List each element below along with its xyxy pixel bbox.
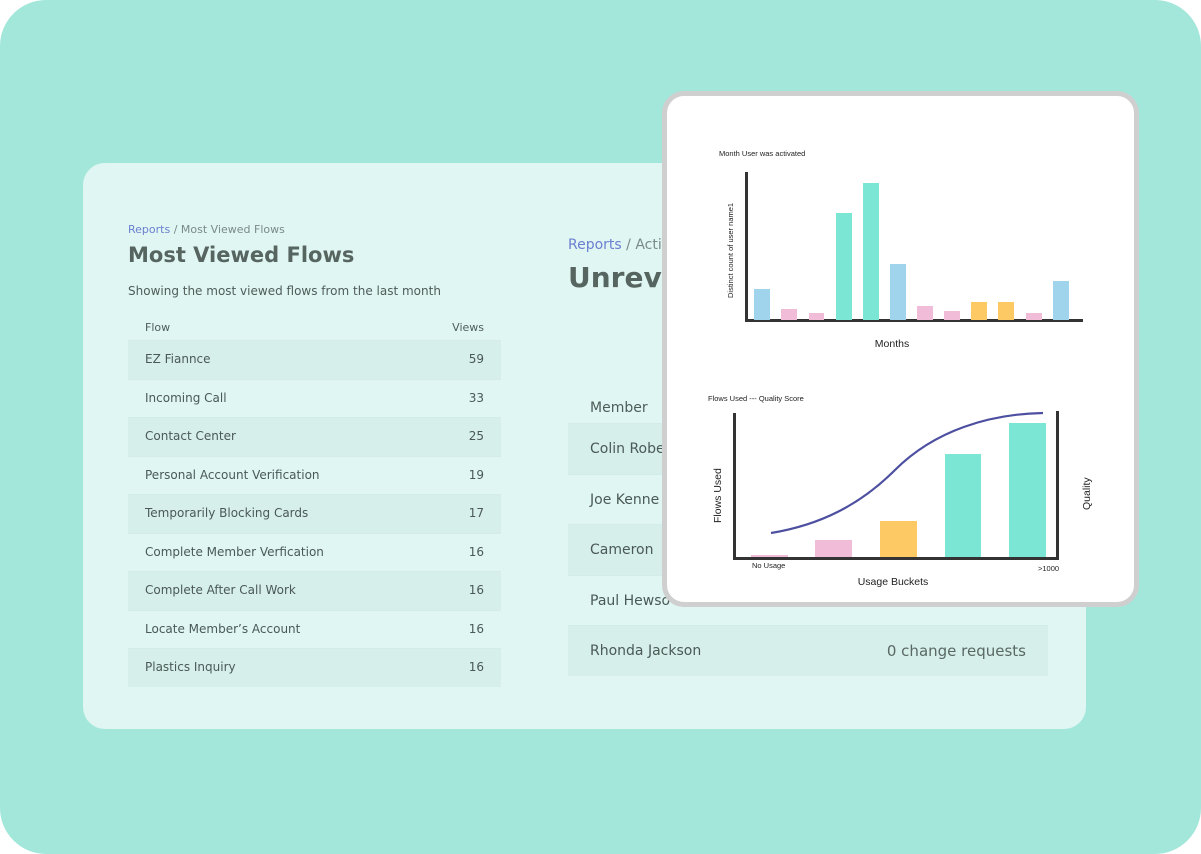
- column-header-member[interactable]: Member: [590, 400, 648, 416]
- flow-views: 19: [468, 468, 484, 482]
- breadcrumb-right: Reports / Activ: [568, 237, 670, 253]
- flow-name: Locate Member’s Account: [145, 622, 301, 636]
- flow-name: Personal Account Verification: [145, 468, 320, 482]
- breadcrumb-current: Most Viewed Flows: [180, 223, 285, 236]
- member-name: Rhonda Jackson: [590, 643, 702, 659]
- bar: [1053, 281, 1069, 320]
- bar: [880, 521, 917, 557]
- table-row[interactable]: Personal Account Verification 19: [128, 456, 501, 494]
- bar: [751, 555, 788, 557]
- flow-name: Temporarily Blocking Cards: [145, 506, 309, 520]
- flow-name: Incoming Call: [145, 391, 227, 405]
- chart2-ylabel-right: Quality: [1081, 477, 1093, 510]
- chart2-y-axis-right: [1056, 411, 1059, 560]
- bar: [945, 454, 981, 557]
- flow-views: 16: [468, 583, 484, 597]
- chart1-xlabel: Months: [875, 338, 909, 350]
- flow-views: 59: [468, 352, 484, 366]
- table-row[interactable]: Complete Member Verfication 16: [128, 533, 501, 571]
- breadcrumb-separator: /: [621, 237, 636, 253]
- chart1-ylabel: Distinct count of user name1: [726, 203, 735, 298]
- column-header-views[interactable]: Views: [452, 321, 484, 334]
- chart1-y-axis: [745, 172, 748, 322]
- flow-name: Plastics Inquiry: [145, 660, 236, 674]
- chart-month-activated: Month User was activated Distinct count …: [719, 149, 1083, 350]
- flow-views: 16: [468, 660, 484, 674]
- breadcrumb-reports-link[interactable]: Reports: [568, 237, 622, 253]
- chart1-bars: [754, 183, 1069, 320]
- chart2-title: Flows Used --- Quality Score: [708, 394, 804, 403]
- flow-name: Contact Center: [145, 429, 236, 443]
- charts-svg: Month User was activated Distinct count …: [708, 149, 1093, 588]
- breadcrumb-current: Activ: [635, 237, 671, 253]
- member-name: Joe Kenne: [590, 492, 660, 508]
- flow-name: EZ Fiannce: [145, 352, 211, 366]
- page-subtitle: Showing the most viewed flows from the l…: [128, 284, 441, 298]
- table-row[interactable]: Contact Center 25: [128, 417, 501, 456]
- bar: [998, 302, 1014, 320]
- breadcrumb: Reports / Most Viewed Flows: [128, 223, 285, 236]
- flow-views: 16: [468, 545, 484, 559]
- breadcrumb-reports-link[interactable]: Reports: [128, 223, 171, 236]
- chart2-tick-first: No Usage: [752, 561, 785, 570]
- table-row[interactable]: EZ Fiannce 59: [128, 340, 501, 379]
- chart1-title: Month User was activated: [719, 149, 805, 158]
- page-title: Most Viewed Flows: [128, 243, 355, 267]
- table-row[interactable]: Rhonda Jackson 0 change requests: [568, 625, 1048, 676]
- bar: [754, 289, 770, 320]
- chart2-bars: [751, 423, 1046, 557]
- bar: [836, 213, 852, 320]
- flow-name: Complete Member Verfication: [145, 545, 324, 559]
- bar: [781, 309, 797, 320]
- chart2-y-axis: [733, 413, 736, 560]
- quality-score-line: [770, 411, 1044, 535]
- chart2-ylabel: Flows Used: [712, 468, 724, 523]
- bar: [1009, 423, 1046, 557]
- member-name: Colin Robe: [590, 441, 665, 457]
- flow-views: 16: [468, 622, 484, 636]
- table-row[interactable]: Complete After Call Work 16: [128, 571, 501, 610]
- chart2-x-axis: [733, 557, 1059, 560]
- table-row[interactable]: Incoming Call 33: [128, 379, 501, 417]
- member-name: Paul Hewso: [590, 593, 671, 609]
- table-row[interactable]: Plastics Inquiry 16: [128, 648, 501, 687]
- bar: [1026, 313, 1042, 320]
- change-requests: 0 change requests: [886, 642, 1026, 660]
- bar: [815, 540, 852, 557]
- bar: [917, 306, 933, 320]
- page-title-right: Unrevi: [568, 261, 672, 294]
- bar: [809, 313, 824, 320]
- bar: [863, 183, 879, 320]
- table-row[interactable]: Temporarily Blocking Cards 17: [128, 494, 501, 533]
- flow-views: 17: [468, 506, 484, 520]
- member-name: Cameron: [590, 542, 654, 558]
- flow-name: Complete After Call Work: [145, 583, 296, 597]
- bar: [971, 302, 987, 320]
- chart2-xlabel: Usage Buckets: [858, 576, 929, 588]
- chart2-tick-last: >1000: [1038, 564, 1059, 573]
- breadcrumb-separator: /: [170, 223, 181, 236]
- chart-flows-quality: Flows Used --- Quality Score Flows Used …: [708, 394, 1093, 588]
- flow-views: 33: [468, 391, 484, 405]
- chart1-x-axis: [745, 319, 1083, 322]
- column-header-flow[interactable]: Flow: [145, 321, 171, 334]
- bar: [944, 311, 960, 320]
- charts-overlay-panel: Month User was activated Distinct count …: [662, 91, 1139, 607]
- table-row[interactable]: Locate Member’s Account 16: [128, 610, 501, 648]
- bar: [890, 264, 906, 320]
- flow-views: 25: [468, 429, 484, 443]
